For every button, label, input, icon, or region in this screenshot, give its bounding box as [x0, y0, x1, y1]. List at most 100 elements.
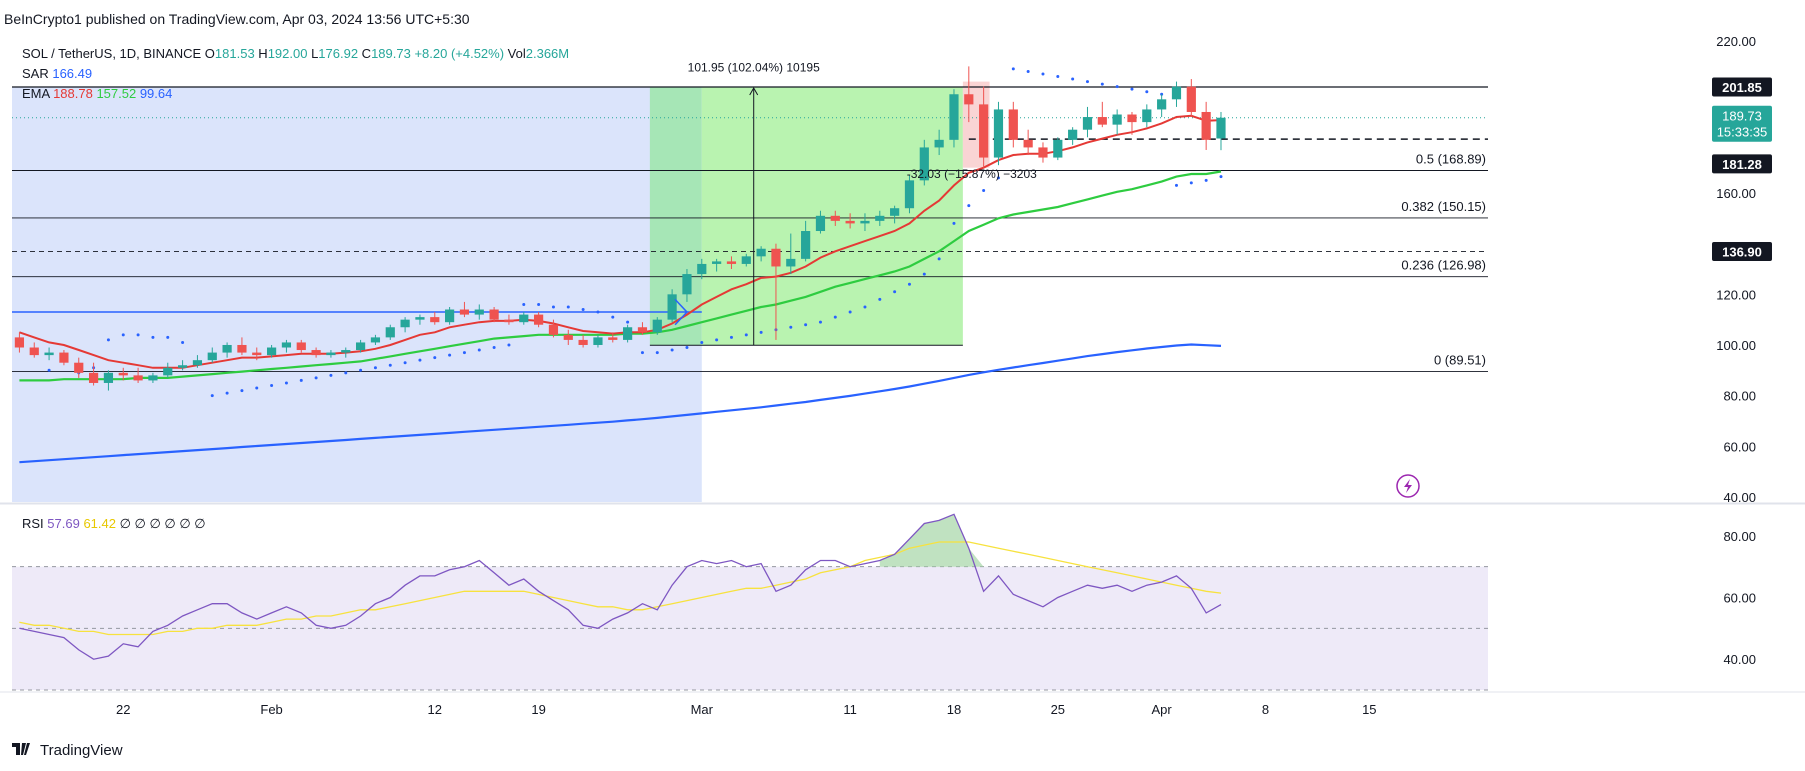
candle-body[interactable]	[44, 352, 54, 356]
candle-body[interactable]	[222, 344, 232, 353]
candle-body[interactable]	[459, 309, 470, 315]
candle-body[interactable]	[1038, 147, 1048, 158]
sar-dot	[863, 305, 867, 309]
rsi-tick-label: 80.00	[1723, 529, 1756, 544]
candle-body[interactable]	[1171, 86, 1182, 100]
candle-body[interactable]	[875, 215, 885, 221]
candle-body[interactable]	[474, 309, 484, 315]
candle-body[interactable]	[207, 352, 217, 361]
candle-body[interactable]	[266, 347, 277, 356]
candle-body[interactable]	[934, 139, 944, 148]
candle-body[interactable]	[756, 248, 766, 257]
price-tick-label: 220.00	[1716, 34, 1756, 49]
candle-body[interactable]	[311, 350, 321, 356]
candle-body[interactable]	[667, 294, 677, 320]
candle-body[interactable]	[845, 220, 855, 224]
candle-body[interactable]	[385, 327, 395, 338]
candle-body[interactable]	[237, 344, 247, 353]
price-tick-label: 100.00	[1716, 338, 1756, 353]
sar-dot	[477, 348, 481, 352]
candle-body[interactable]	[370, 337, 381, 343]
candle-body[interactable]	[326, 352, 336, 356]
candle-body[interactable]	[771, 248, 781, 267]
candle-body[interactable]	[682, 274, 692, 295]
candle-body[interactable]	[400, 319, 410, 328]
candle-body[interactable]	[415, 317, 425, 320]
candle-body[interactable]	[1112, 114, 1122, 125]
candle-body[interactable]	[281, 342, 292, 348]
candle-body[interactable]	[148, 375, 158, 381]
candle-body[interactable]	[890, 208, 900, 216]
candle-body[interactable]	[993, 109, 1004, 158]
candle-body[interactable]	[1157, 99, 1167, 110]
candle-body[interactable]	[578, 339, 588, 345]
candle-body[interactable]	[445, 309, 455, 323]
candle-body[interactable]	[623, 327, 633, 340]
candle-body[interactable]	[534, 314, 544, 325]
candle-body[interactable]	[1142, 109, 1152, 123]
candle-body[interactable]	[801, 231, 811, 259]
time-tick-label: 25	[1051, 702, 1065, 717]
candle-body[interactable]	[860, 220, 870, 224]
candle-body[interactable]	[1068, 129, 1078, 140]
measure-up-label: 101.95 (102.04%) 10195	[688, 60, 820, 74]
candle-body[interactable]	[103, 372, 114, 383]
candle-body[interactable]	[252, 352, 262, 356]
candle-body[interactable]	[712, 261, 722, 264]
lightning-icon[interactable]	[1396, 474, 1420, 498]
candle-body[interactable]	[1082, 117, 1093, 130]
candle-body[interactable]	[904, 180, 915, 209]
candle-body[interactable]	[652, 319, 662, 333]
candle-body[interactable]	[59, 352, 69, 363]
candle-body[interactable]	[1216, 117, 1226, 139]
candle-body[interactable]	[1008, 109, 1018, 140]
candle-body[interactable]	[88, 372, 99, 383]
footer: TradingView	[12, 742, 123, 759]
candle-body[interactable]	[593, 337, 603, 345]
sar-dot	[403, 361, 407, 365]
candle-body[interactable]	[548, 324, 559, 335]
candle-body[interactable]	[637, 327, 648, 333]
candle-body[interactable]	[964, 94, 974, 105]
candle-body[interactable]	[29, 347, 39, 356]
candle-body[interactable]	[356, 342, 366, 351]
candle-body[interactable]	[979, 104, 989, 158]
candle-body[interactable]	[1127, 114, 1137, 123]
candle-body[interactable]	[118, 372, 128, 376]
candle-body[interactable]	[14, 337, 25, 348]
candle-body[interactable]	[726, 261, 737, 264]
candle-body[interactable]	[563, 334, 573, 340]
candle-body[interactable]	[133, 375, 143, 381]
candle-body[interactable]	[1053, 139, 1063, 158]
candle-body[interactable]	[296, 342, 306, 351]
candle-body[interactable]	[949, 94, 959, 140]
candle-body[interactable]	[697, 263, 707, 275]
candle-body[interactable]	[519, 314, 529, 323]
candle-body[interactable]	[163, 367, 173, 376]
candle-body[interactable]	[786, 258, 796, 267]
sar-dot	[566, 305, 570, 309]
candle-body[interactable]	[1097, 117, 1107, 125]
candle-body[interactable]	[74, 362, 84, 373]
sar-dot	[255, 386, 259, 390]
candle-body[interactable]	[430, 317, 440, 323]
candle-body[interactable]	[919, 147, 929, 181]
candle-body[interactable]	[489, 309, 499, 320]
rsi-extra-value: ∅	[135, 516, 150, 531]
sar-dot	[47, 368, 51, 372]
candle-body[interactable]	[177, 365, 188, 368]
candle-body[interactable]	[815, 215, 826, 232]
candle-body[interactable]	[504, 319, 514, 323]
candle-body[interactable]	[1186, 86, 1196, 112]
sar-dot	[893, 290, 897, 294]
candle-body[interactable]	[192, 360, 203, 366]
candle-body[interactable]	[1201, 111, 1211, 140]
candle-body[interactable]	[741, 256, 751, 264]
sar-dot	[982, 188, 986, 192]
time-tick-label: 11	[843, 702, 857, 717]
candle-body[interactable]	[1023, 139, 1033, 148]
candle-body[interactable]	[608, 337, 618, 340]
candle-body[interactable]	[830, 215, 840, 221]
candle-body[interactable]	[341, 350, 351, 353]
